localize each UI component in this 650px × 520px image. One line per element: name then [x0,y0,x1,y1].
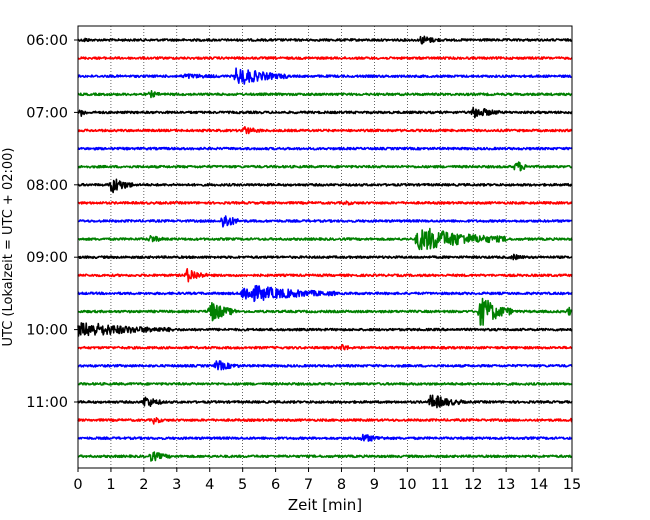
y-axis-ticks: 06:00 07:00 08:00 09:00 10:00 11:00 [26,33,78,411]
y-tick-label: 07:00 [26,105,68,121]
trace-line [77,343,573,351]
trace-line [77,253,573,261]
trace-line [77,56,573,60]
plot-frame [77,25,573,469]
trace-line [77,433,573,442]
trace-line [77,106,573,119]
x-tick-label: 1 [106,477,115,493]
x-tick-label: 3 [172,477,181,493]
x-tick-label: 12 [464,477,482,493]
x-tick-label: 5 [238,477,247,493]
trace-line [77,178,573,194]
x-tick-label: 13 [497,477,515,493]
trace-line [77,322,573,337]
trace-line [77,297,573,326]
seismogram-traces [77,35,573,462]
x-tick-label: 11 [431,477,449,493]
trace-line [77,268,573,283]
trace-line [77,394,573,409]
x-tick-label: 6 [271,477,280,493]
trace-line [77,284,573,303]
trace-line [77,67,573,85]
x-tick-label: 10 [398,477,416,493]
x-axis-title: Zeit [min] [288,496,362,514]
y-tick-label: 09:00 [26,250,68,266]
x-tick-label: 8 [337,477,346,493]
x-tick-label: 9 [370,477,379,493]
x-tick-label: 14 [530,477,548,493]
y-tick-label: 06:00 [26,33,68,49]
y-tick-label: 10:00 [26,323,68,339]
x-tick-label: 15 [563,477,581,493]
trace-line [77,227,573,251]
x-tick-label: 7 [304,477,313,493]
trace-line [77,146,573,151]
trace-line [77,360,573,371]
trace-line [77,35,573,45]
trace-line [77,215,573,228]
x-tick-label: 0 [73,477,82,493]
trace-line [77,161,573,172]
trace-line [77,451,573,462]
trace-line [77,416,573,425]
trace-line [77,126,573,135]
trace-line [77,90,573,99]
y-axis-title: UTC (Lokalzeit = UTC + 02:00) [1,148,16,347]
x-tick-label: 4 [205,477,214,493]
x-tick-label: 2 [139,477,148,493]
x-axis-ticks: 0 1 2 3 4 5 6 7 8 9 10 11 12 13 14 15 [73,468,581,493]
trace-line [77,200,573,206]
y-tick-label: 11:00 [26,395,68,411]
y-tick-label: 08:00 [26,178,68,194]
trace-line [77,382,573,386]
